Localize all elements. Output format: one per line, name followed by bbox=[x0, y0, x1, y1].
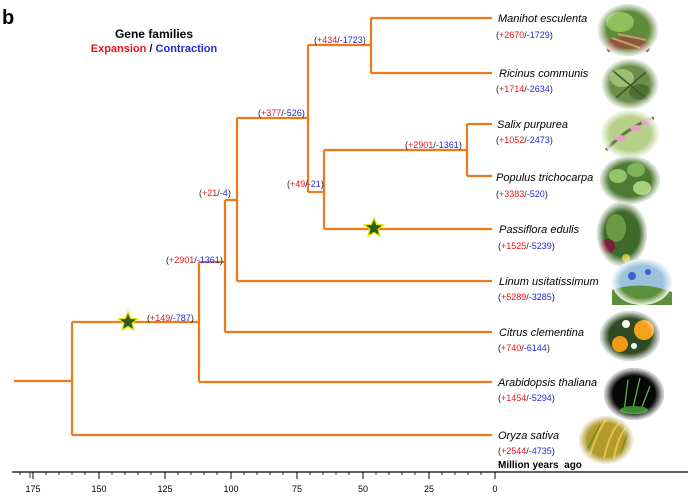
species-name: Salix purpurea bbox=[497, 119, 568, 131]
star-icon bbox=[362, 216, 386, 238]
flax-photo bbox=[612, 259, 672, 305]
node-count-salix-populus: (+2901/-1361) bbox=[405, 140, 462, 150]
tree-branches bbox=[14, 16, 492, 437]
species-name: Citrus clementina bbox=[499, 327, 584, 339]
species-count: (+1525/-5239) bbox=[498, 241, 555, 251]
node-count-manihot-ricinus: (+434/-1723) bbox=[314, 35, 366, 45]
legend-contraction: Contraction bbox=[156, 43, 218, 55]
species-count: (+5289/-3285) bbox=[498, 292, 555, 302]
species-count: (+3383/-520) bbox=[496, 189, 548, 199]
node-count-passiflora-salicaceae: (+49/-21) bbox=[287, 179, 324, 189]
cassava-photo bbox=[598, 4, 658, 56]
legend-key: Expansion / Contraction bbox=[91, 43, 218, 55]
passionfruit-photo bbox=[597, 202, 647, 266]
axis-minor-ticks bbox=[19, 472, 482, 478]
legend-separator: / bbox=[146, 43, 155, 55]
tick-label: 50 bbox=[358, 484, 368, 494]
tick-label: 125 bbox=[157, 484, 172, 494]
species-name: Linum usitatissimum bbox=[499, 276, 599, 288]
species-name: Oryza sativa bbox=[498, 430, 559, 442]
rice-photo bbox=[579, 416, 633, 464]
legend-expansion: Expansion bbox=[91, 43, 147, 55]
node-count-eudicots: (+149/-787) bbox=[147, 313, 194, 323]
time-axis: 175 150 125 100 75 50 25 0 Million years… bbox=[12, 460, 688, 494]
species-name: Arabidopsis thaliana bbox=[497, 377, 597, 389]
species-labels: Manihot esculenta (+2670/-1729) Ricinus … bbox=[496, 13, 599, 456]
node-counts: (+434/-1723) (+377/-526) (+2901/-1361) (… bbox=[147, 35, 462, 323]
tick-label: 175 bbox=[25, 484, 40, 494]
poplar-photo bbox=[600, 156, 660, 204]
axis-title: Million years ago bbox=[498, 460, 582, 471]
node-count-rosids: (+2901/-1361) bbox=[166, 255, 223, 265]
species-count: (+2544/-4735) bbox=[498, 446, 555, 456]
axis-major-ticks bbox=[32, 472, 496, 479]
species-photos bbox=[579, 4, 672, 464]
legend-title: Gene families bbox=[115, 27, 193, 41]
legend: Gene families Expansion / Contraction bbox=[91, 27, 218, 55]
tick-label: 25 bbox=[424, 484, 434, 494]
species-count: (+740/-6144) bbox=[498, 343, 550, 353]
castor-photo bbox=[602, 59, 658, 109]
node-count-malpighiales: (+377/-526) bbox=[258, 108, 305, 118]
species-name: Populus trichocarpa bbox=[496, 172, 593, 184]
divergence-stars bbox=[116, 216, 386, 332]
species-count: (+1714/-2634) bbox=[496, 84, 553, 94]
species-count: (+1454/-5294) bbox=[498, 393, 555, 403]
panel-label: b bbox=[2, 7, 14, 29]
species-count: (+1052/-2473) bbox=[496, 135, 553, 145]
tick-label: 100 bbox=[223, 484, 238, 494]
species-name: Passiflora edulis bbox=[499, 224, 580, 236]
tick-label: 150 bbox=[91, 484, 106, 494]
citrus-photo bbox=[600, 311, 660, 361]
species-name: Ricinus communis bbox=[499, 68, 589, 80]
node-count-linum-malpighiales: (+21/-4) bbox=[199, 188, 231, 198]
star-icon bbox=[116, 310, 140, 332]
arabidopsis-photo bbox=[604, 368, 664, 420]
tick-label: 75 bbox=[292, 484, 302, 494]
willow-photo bbox=[601, 110, 659, 158]
species-count: (+2670/-1729) bbox=[496, 30, 553, 40]
tick-label: 0 bbox=[492, 484, 497, 494]
species-name: Manihot esculenta bbox=[498, 13, 587, 25]
